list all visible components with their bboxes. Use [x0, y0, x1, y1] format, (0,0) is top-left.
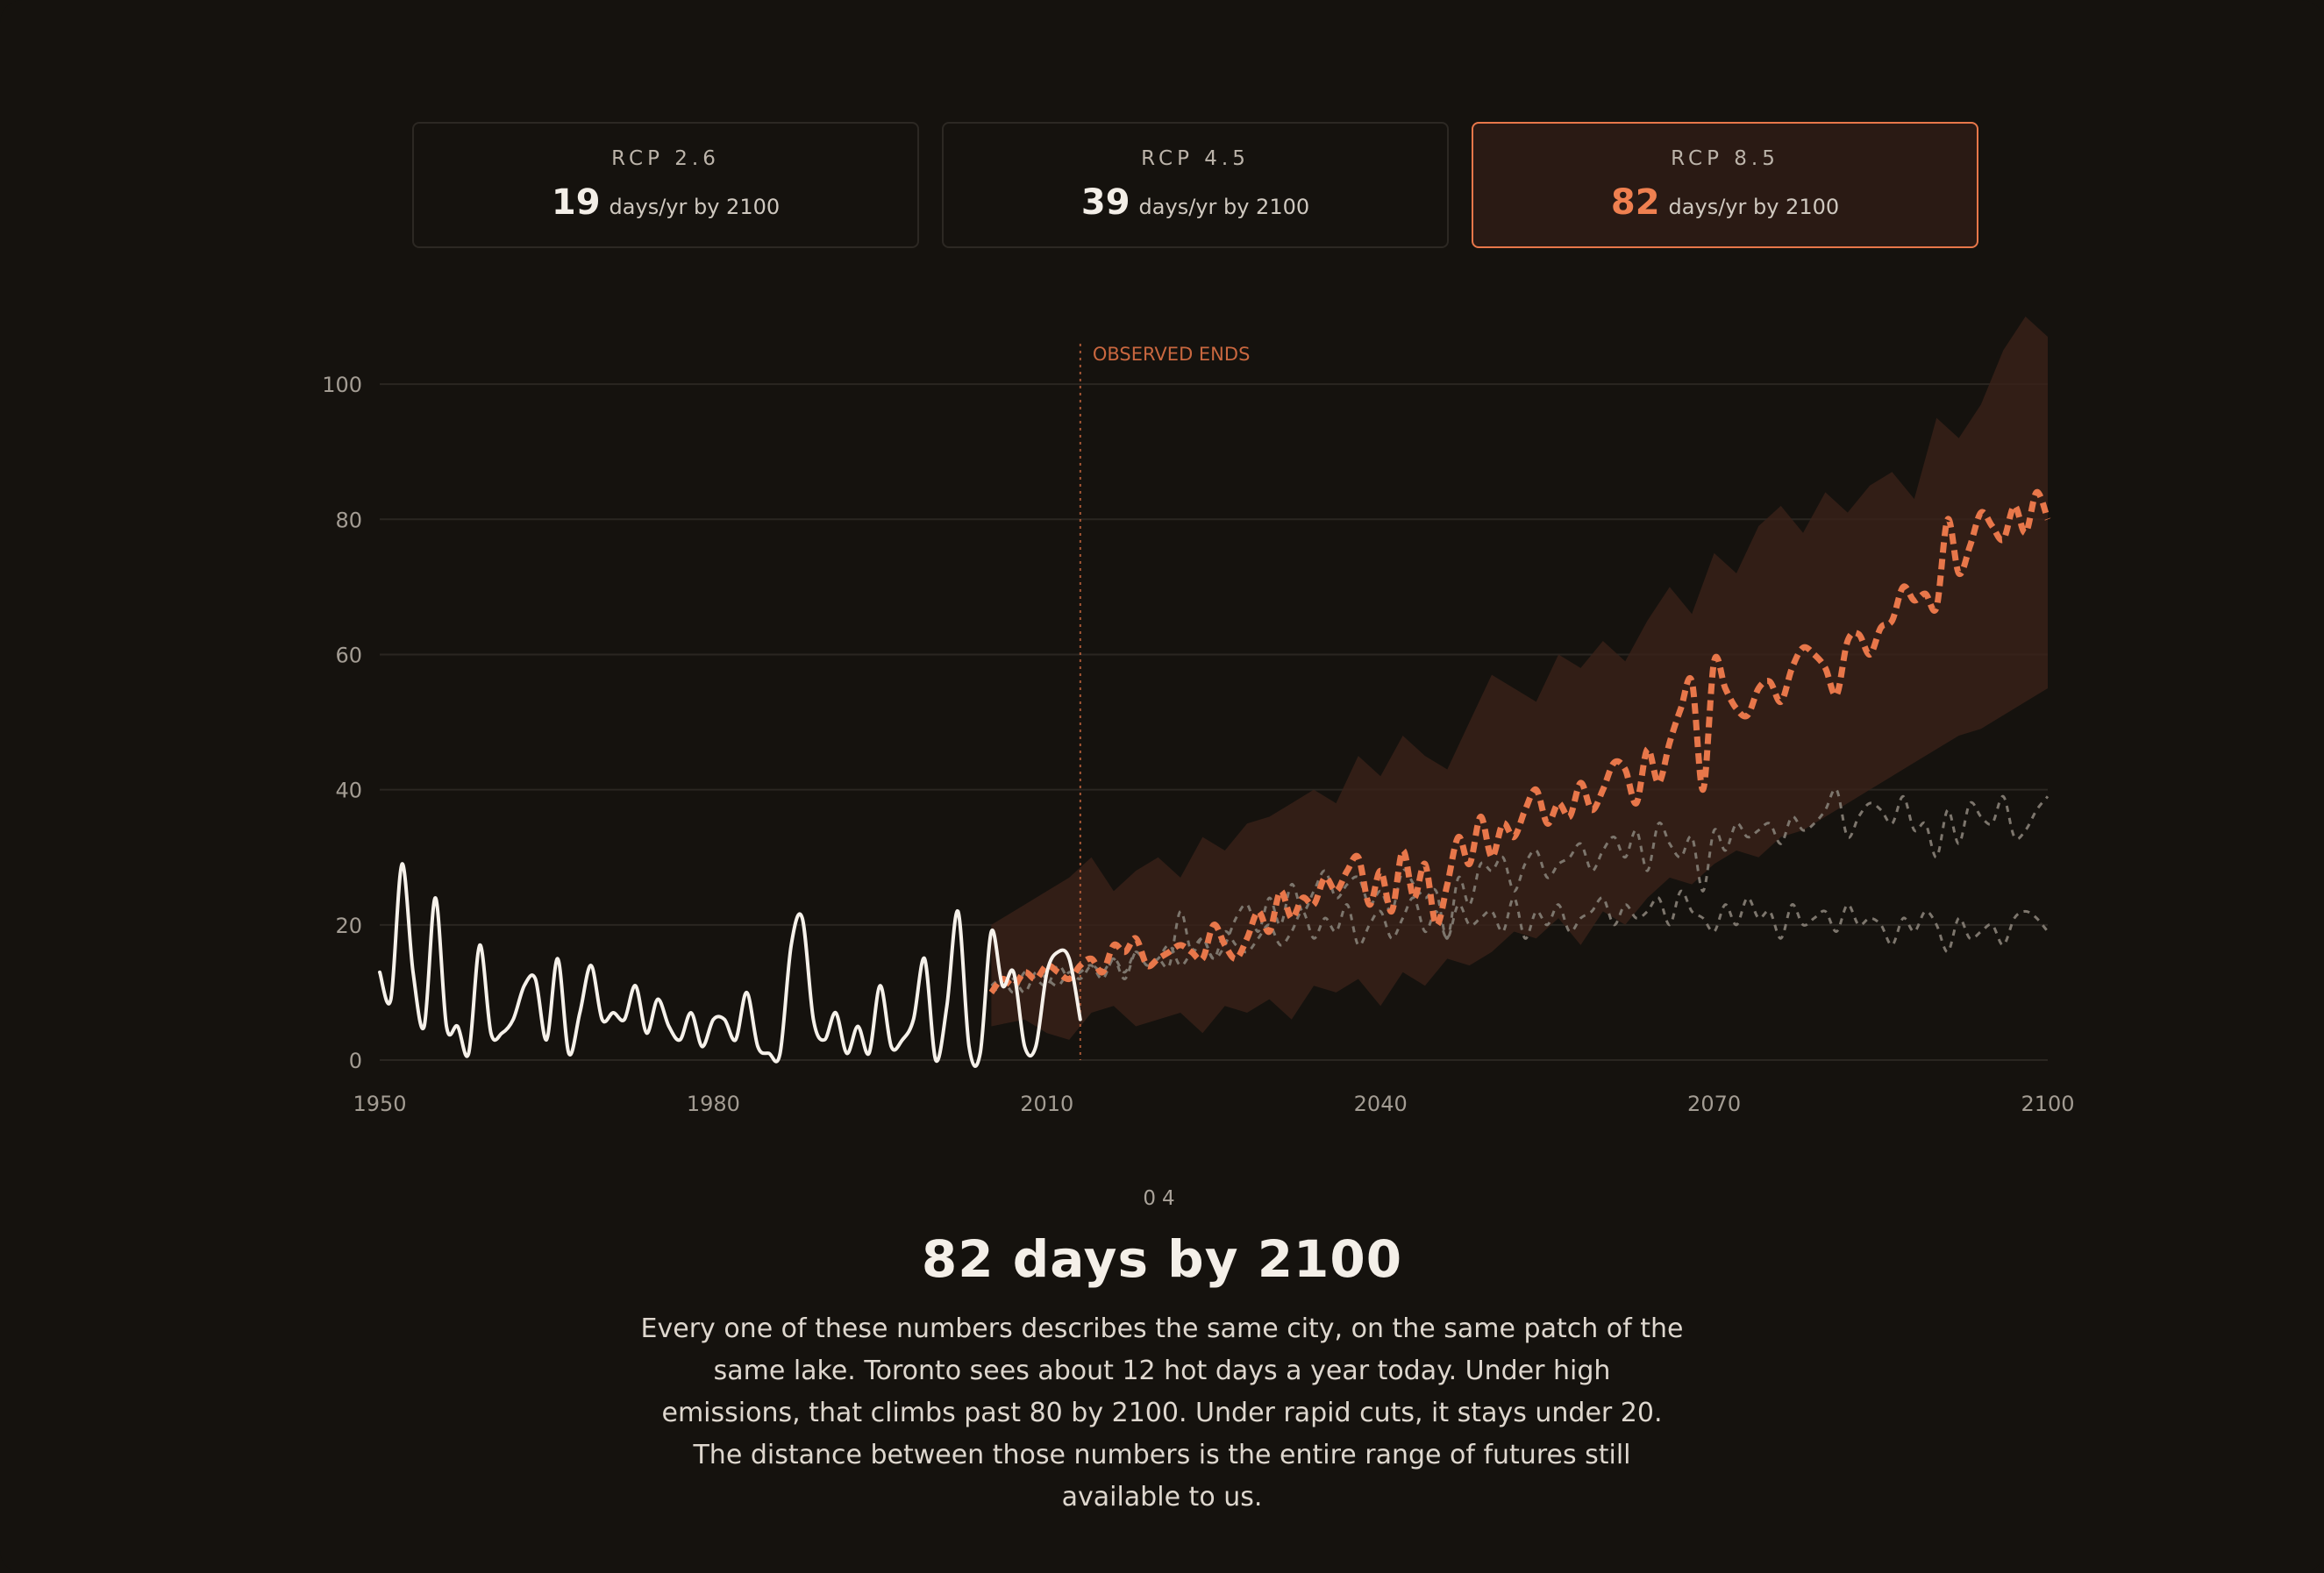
x-tick-label: 2100	[2021, 1092, 2074, 1116]
scenario-value: 82	[1610, 182, 1660, 223]
scenario-unit: days/yr by 2100	[1138, 195, 1310, 219]
scenario-value-row: 82 days/yr by 2100	[1611, 182, 1839, 223]
scenario-unit: days/yr by 2100	[1668, 195, 1840, 219]
x-tick-label: 2040	[1354, 1092, 1408, 1116]
caption-headline: 82 days by 2100	[921, 1229, 1403, 1289]
scenario-value-row: 19 days/yr by 2100	[552, 182, 780, 223]
series-line-rcp45	[990, 787, 2050, 994]
scenario-card-rcp26[interactable]: RCP 2.6 19 days/yr by 2100	[412, 122, 919, 248]
observed-line	[378, 862, 1082, 1068]
scenario-unit: days/yr by 2100	[609, 195, 781, 219]
scenario-value: 39	[1080, 182, 1130, 223]
observed-ends-label: OBSERVED ENDS	[1093, 344, 1251, 365]
scenario-label: RCP 2.6	[611, 147, 720, 170]
scenario-label: RCP 4.5	[1141, 147, 1250, 170]
series-line-rcp85	[988, 488, 2051, 995]
scenario-card-rcp85[interactable]: RCP 8.5 82 days/yr by 2100	[1472, 122, 1978, 248]
y-tick-label: 40	[335, 779, 362, 803]
y-tick-label: 100	[322, 373, 362, 397]
scenario-value: 19	[551, 182, 601, 223]
caption-body: Every one of these numbers describes the…	[640, 1313, 1684, 1512]
x-tick-label: 1950	[353, 1092, 406, 1116]
chart-caption: 04 82 days by 2100 Every one of these nu…	[0, 1187, 2324, 1519]
y-tick-label: 0	[349, 1049, 362, 1073]
scenario-card-rcp45[interactable]: RCP 4.5 39 days/yr by 2100	[942, 122, 1449, 248]
scenario-selector: RCP 2.6 19 days/yr by 2100 RCP 4.5 39 da…	[412, 122, 1978, 248]
projection-range-band	[991, 317, 2048, 1040]
x-tick-label: 2070	[1687, 1092, 1741, 1116]
step-number: 04	[1143, 1187, 1181, 1210]
y-tick-label: 20	[335, 914, 362, 938]
scenario-value-row: 39 days/yr by 2100	[1081, 182, 1309, 223]
scenario-label: RCP 8.5	[1671, 147, 1779, 170]
x-tick-label: 1980	[687, 1092, 740, 1116]
y-tick-label: 80	[335, 508, 362, 532]
series-line-rcp26	[990, 889, 2050, 994]
x-tick-label: 2010	[1020, 1092, 1073, 1116]
y-tick-label: 60	[335, 643, 362, 667]
